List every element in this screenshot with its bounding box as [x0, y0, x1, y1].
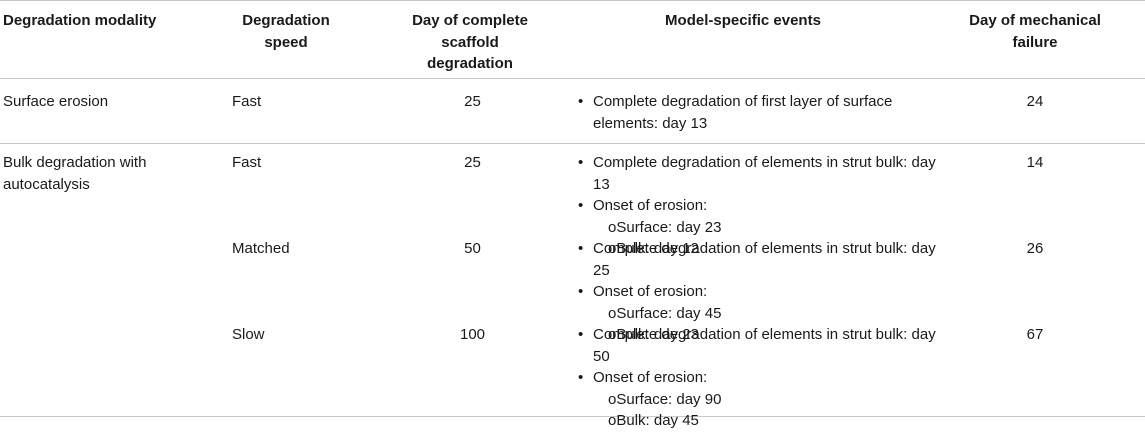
row-separator-rule — [0, 143, 1145, 144]
row-3-speed: Slow — [232, 326, 265, 343]
row-3-event-1-sub-0: oSurface: day 90 — [608, 390, 722, 408]
row-0-complete-day: 25 — [464, 93, 481, 110]
row-1-event-1-sub-0: oSurface: day 23 — [608, 218, 722, 236]
header-model-specific-events: Model-specific events — [665, 12, 821, 29]
row-0-speed: Fast — [232, 93, 262, 110]
row-3-event-1-sub-1: oBulk: day 45 — [608, 412, 699, 429]
row-3-event-0: Complete degradation of elements in stru… — [578, 324, 938, 367]
row-1-failure-day: 14 — [1026, 154, 1044, 171]
row-2-event-0: Complete degradation of elements in stru… — [578, 238, 938, 281]
row-3-events: Complete degradation of elements in stru… — [578, 324, 938, 432]
row-1-modality: Bulk degradation with autocatalysis — [3, 154, 147, 193]
row-3-event-1: Onset of erosion: — [578, 367, 938, 389]
header-degradation-modality: Degradation modality — [3, 12, 157, 29]
row-1-speed: Fast — [232, 154, 262, 171]
row-0-event-0: Complete degradation of first layer of s… — [578, 91, 898, 134]
row-0-modality: Surface erosion — [3, 93, 109, 110]
row-3-complete-day: 100 — [459, 326, 486, 343]
header-day-complete-degradation: Day of complete scaffold degradation — [412, 12, 528, 72]
header-day-mechanical-failure: Day of mechanical failure — [969, 12, 1101, 51]
row-0-events: Complete degradation of first layer of s… — [578, 91, 898, 134]
row-1-event-0: Complete degradation of elements in stru… — [578, 152, 938, 195]
row-2-failure-day: 26 — [1026, 240, 1044, 257]
table-bottom-rule — [0, 416, 1145, 417]
table-top-rule — [0, 0, 1145, 1]
row-2-event-1-sub-0: oSurface: day 45 — [608, 304, 722, 322]
row-1-event-1: Onset of erosion: — [578, 195, 938, 217]
row-2-speed: Matched — [232, 240, 290, 257]
results-table: Degradation modality Degradation speed D… — [0, 0, 1145, 418]
header-bottom-rule — [0, 78, 1145, 79]
row-2-event-1: Onset of erosion: — [578, 281, 938, 303]
row-1-complete-day: 25 — [464, 154, 481, 171]
row-2-complete-day: 50 — [464, 240, 481, 257]
row-3-failure-day: 67 — [1026, 326, 1044, 343]
header-degradation-speed: Degradation speed — [242, 12, 330, 51]
row-0-failure-day: 24 — [1026, 93, 1044, 110]
